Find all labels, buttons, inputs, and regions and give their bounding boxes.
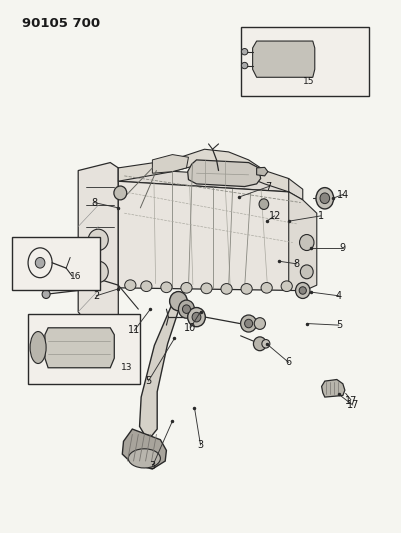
Polygon shape <box>140 298 182 436</box>
Text: 6: 6 <box>286 358 292 367</box>
Text: 5: 5 <box>336 320 342 330</box>
Polygon shape <box>322 379 345 397</box>
Ellipse shape <box>161 282 172 293</box>
Polygon shape <box>118 149 289 192</box>
Text: 3: 3 <box>149 462 156 471</box>
Ellipse shape <box>253 337 266 351</box>
Ellipse shape <box>241 49 248 55</box>
Text: 90105 700: 90105 700 <box>22 17 100 30</box>
Ellipse shape <box>300 265 313 279</box>
Ellipse shape <box>128 449 160 468</box>
Ellipse shape <box>221 284 232 294</box>
Ellipse shape <box>182 305 190 313</box>
Ellipse shape <box>42 290 50 298</box>
Text: 5: 5 <box>145 376 152 386</box>
Text: 7: 7 <box>265 182 272 191</box>
Ellipse shape <box>30 332 46 364</box>
Ellipse shape <box>300 235 314 251</box>
Text: 17: 17 <box>345 396 357 406</box>
Ellipse shape <box>35 257 45 268</box>
Ellipse shape <box>178 300 194 318</box>
Polygon shape <box>152 155 188 173</box>
Ellipse shape <box>201 283 212 294</box>
Polygon shape <box>253 41 315 77</box>
Ellipse shape <box>299 287 306 294</box>
Ellipse shape <box>241 62 248 69</box>
Polygon shape <box>118 168 303 200</box>
Ellipse shape <box>245 319 253 328</box>
Text: 4: 4 <box>336 291 342 301</box>
Bar <box>28 314 140 384</box>
Polygon shape <box>289 192 317 290</box>
Bar <box>241 27 369 96</box>
Polygon shape <box>257 167 268 176</box>
Text: 16: 16 <box>71 272 82 281</box>
Ellipse shape <box>181 282 192 293</box>
Ellipse shape <box>241 284 252 294</box>
Ellipse shape <box>114 186 127 200</box>
Ellipse shape <box>281 281 292 292</box>
Text: 15: 15 <box>303 77 314 86</box>
Text: 10: 10 <box>184 323 196 333</box>
Ellipse shape <box>170 292 187 311</box>
Polygon shape <box>188 160 261 187</box>
Ellipse shape <box>259 199 269 209</box>
Ellipse shape <box>188 308 205 327</box>
Text: 1: 1 <box>318 211 324 221</box>
Text: 14: 14 <box>337 190 349 199</box>
Polygon shape <box>78 163 118 322</box>
Ellipse shape <box>141 281 152 292</box>
Text: 8: 8 <box>294 259 300 269</box>
Ellipse shape <box>88 261 108 282</box>
Ellipse shape <box>254 318 265 329</box>
Ellipse shape <box>261 282 272 293</box>
Ellipse shape <box>320 193 330 204</box>
Text: 12: 12 <box>269 211 281 221</box>
Polygon shape <box>122 429 166 469</box>
Text: 11: 11 <box>128 326 140 335</box>
Text: 2: 2 <box>93 291 99 301</box>
Text: 3: 3 <box>197 440 204 450</box>
Text: 13: 13 <box>121 363 132 372</box>
Polygon shape <box>45 328 114 368</box>
Text: 9: 9 <box>340 243 346 253</box>
Ellipse shape <box>241 315 257 332</box>
Ellipse shape <box>192 312 201 322</box>
Ellipse shape <box>262 340 270 348</box>
Ellipse shape <box>296 282 310 298</box>
Bar <box>12 237 100 290</box>
Polygon shape <box>118 181 305 290</box>
Text: 17: 17 <box>347 400 359 410</box>
Ellipse shape <box>316 188 334 209</box>
Ellipse shape <box>88 229 108 251</box>
Ellipse shape <box>125 280 136 290</box>
Text: 8: 8 <box>91 198 97 207</box>
